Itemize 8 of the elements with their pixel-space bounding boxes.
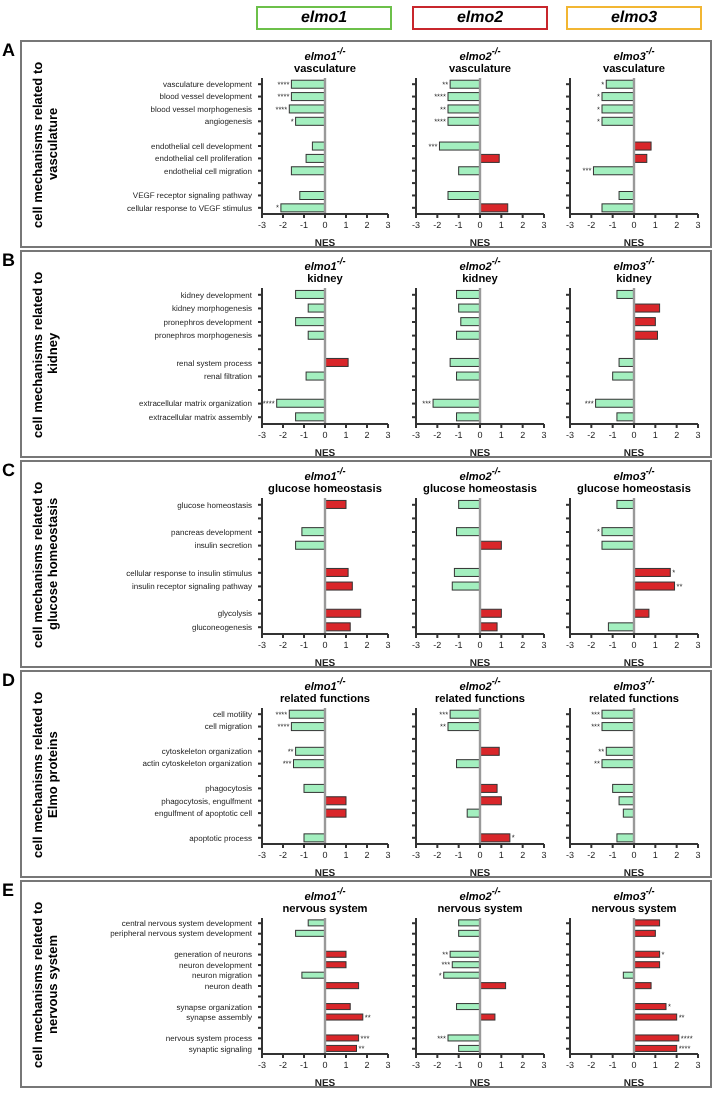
text: elmo3 [566, 6, 702, 30]
text: A [2, 40, 15, 60]
text: D [2, 670, 15, 690]
text: B [2, 250, 15, 270]
text: E [2, 880, 15, 900]
text: C [2, 460, 15, 480]
text: elmo2 [412, 6, 548, 30]
text: elmo1 [256, 6, 392, 30]
